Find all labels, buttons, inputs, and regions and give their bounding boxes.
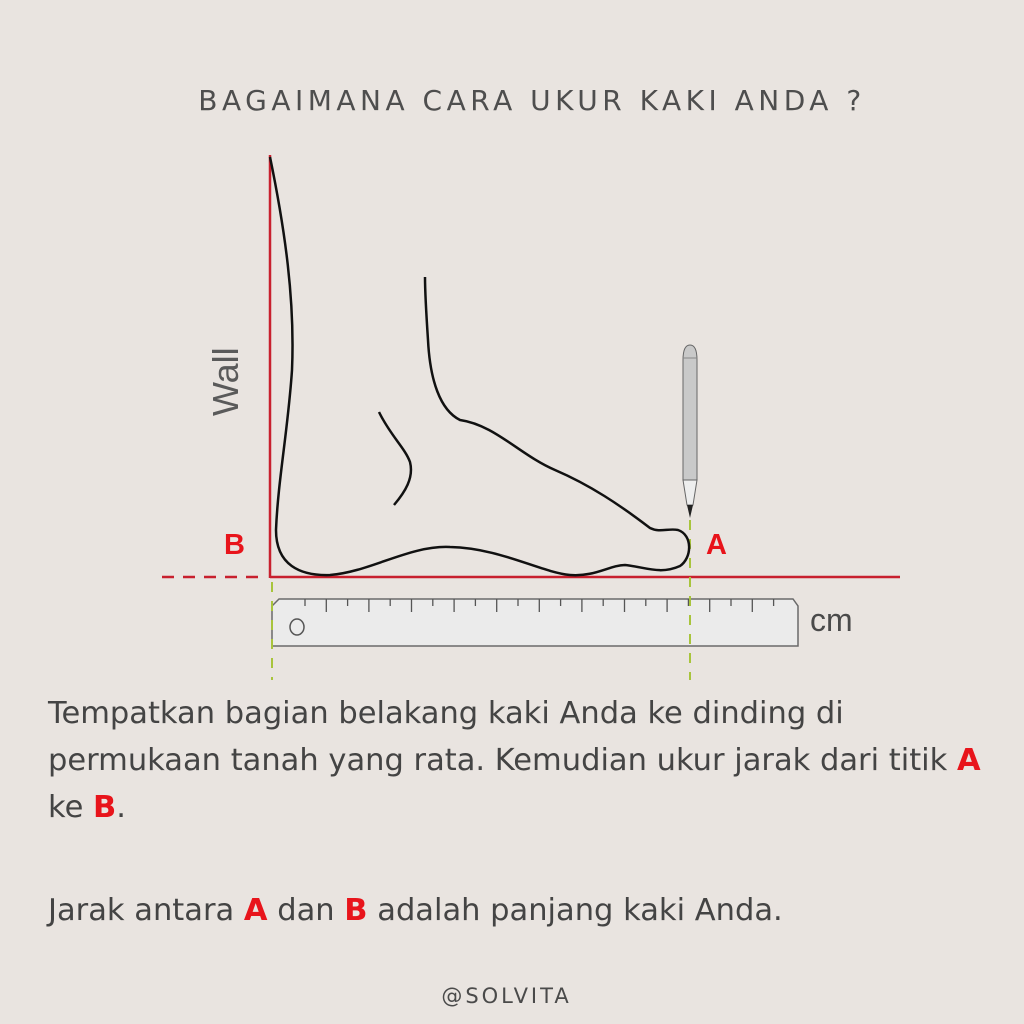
brand-handle: @SOLVITA [441, 984, 572, 1008]
wall-label: Wall [205, 347, 246, 416]
page-title: BAGAIMANA CARA UKUR KAKI ANDA ? [198, 84, 866, 117]
ruler-hole [289, 618, 305, 636]
point-a-label: A [706, 529, 727, 561]
point-b-ref: B [93, 790, 117, 825]
ruler [271, 598, 799, 647]
instruction-paragraph-1: Tempatkan bagian belakang kaki Anda ke d… [48, 690, 988, 831]
foot-outline [268, 156, 691, 577]
instruction-text: dan [277, 893, 335, 928]
point-a-ref: A [957, 743, 981, 778]
instruction-text: . [116, 790, 126, 825]
instruction-paragraph-2: Jarak antara A dan B adalah panjang kaki… [48, 887, 988, 934]
point-b-label: B [224, 529, 245, 561]
pencil-icon [682, 344, 698, 518]
unit-label: cm [810, 602, 853, 638]
instruction-text: Jarak antara [48, 893, 235, 928]
instruction-text: adalah panjang kaki Anda. [377, 893, 783, 928]
ankle-line [377, 411, 413, 506]
instruction-text: ke [48, 790, 84, 825]
instruction-text: Tempatkan bagian belakang kaki Anda ke d… [48, 696, 948, 778]
ruler-ticks [304, 599, 775, 612]
point-b-ref: B [344, 893, 368, 928]
point-a-ref: A [243, 893, 268, 928]
